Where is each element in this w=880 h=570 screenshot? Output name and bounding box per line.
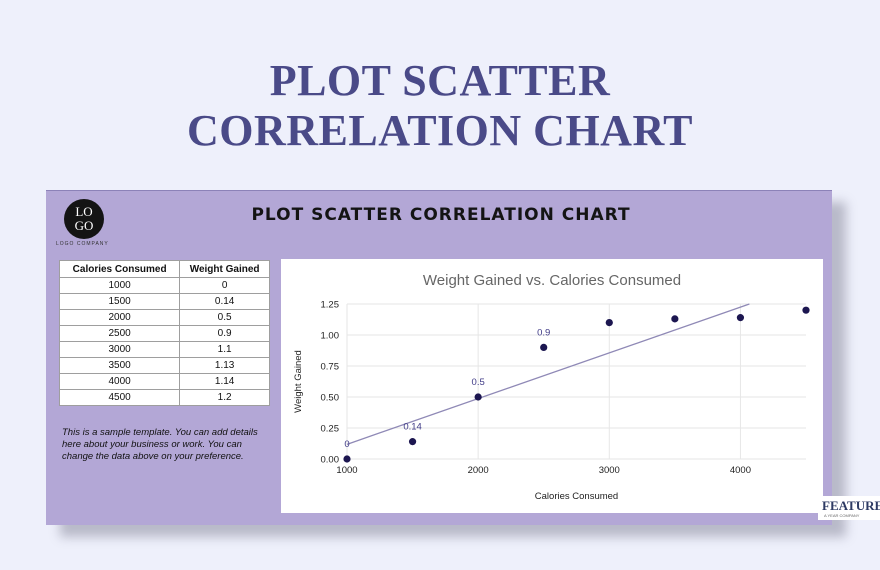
trendline	[346, 303, 750, 445]
page-title-line2: CORRELATION CHART	[186, 106, 694, 155]
cell-calories: 2000	[58, 309, 181, 326]
header-weight: Weight Gained	[179, 260, 270, 278]
cell-weight: 1.1	[179, 341, 270, 358]
data-point	[540, 343, 548, 351]
y-tick-label: 0.00	[321, 455, 340, 466]
description-note: This is a sample template. You can add d…	[62, 427, 258, 462]
table-header-row: Calories Consumed Weight Gained	[58, 260, 270, 278]
table-row: 1000 0	[58, 277, 270, 294]
cell-weight: 1.13	[179, 357, 270, 374]
data-point	[802, 306, 810, 314]
table-row: 2000 0.5	[58, 309, 270, 326]
cell-calories: 4500	[58, 389, 181, 406]
chart-panel: Weight Gained vs. Calories Consumed 0.00 0…	[281, 259, 823, 513]
logo-text-line1: LO	[75, 204, 93, 219]
logo-company-name: LOGO COMPANY	[56, 241, 109, 247]
scatter-chart: Weight Gained vs. Calories Consumed 0.00 0…	[293, 272, 810, 502]
cell-weight: 0	[179, 277, 270, 294]
y-tick-label: 1.00	[321, 331, 340, 342]
badge-subtext: A YEAR COMPANY	[824, 513, 860, 518]
table-row: 1500 0.14	[58, 293, 270, 310]
x-tick-label: 2000	[468, 465, 489, 476]
y-tick-label: 1.25	[321, 300, 340, 311]
data-table: Calories Consumed Weight Gained 1000 0 15…	[58, 260, 270, 406]
data-point	[605, 319, 613, 327]
data-label: 0.5	[472, 377, 485, 388]
x-tick-label: 4000	[730, 465, 751, 476]
data-point	[474, 393, 482, 401]
cell-calories: 4000	[58, 373, 181, 390]
cell-weight: 1.2	[179, 389, 270, 406]
chart-title: Weight Gained vs. Calories Consumed	[423, 272, 681, 289]
x-tick-label: 1000	[336, 465, 357, 476]
x-axis-label: Calories Consumed	[535, 491, 618, 502]
data-point	[736, 314, 745, 322]
table-row: 4500 1.2	[58, 389, 270, 406]
data-point	[671, 315, 679, 323]
y-tick-label: 0.50	[321, 393, 340, 404]
logo: LO GO	[64, 199, 104, 239]
features-badge: FEATURES A YEAR COMPANY	[818, 496, 880, 520]
cell-weight: 0.9	[179, 325, 270, 342]
data-point	[343, 455, 351, 463]
data-label: 0.9	[537, 327, 550, 338]
table-row: 3000 1.1	[58, 341, 270, 358]
cell-calories: 3500	[58, 357, 181, 374]
y-tick-label: 0.75	[321, 362, 340, 373]
cell-weight: 0.14	[179, 293, 270, 310]
table-row: 3500 1.13	[58, 357, 270, 374]
cell-calories: 2500	[58, 325, 181, 342]
x-tick-label: 3000	[599, 465, 620, 476]
cell-calories: 3000	[58, 341, 181, 358]
page-title-line1: PLOT SCATTER	[269, 56, 611, 105]
data-point	[408, 438, 417, 446]
cell-calories: 1500	[58, 293, 181, 310]
y-tick-label: 0.25	[321, 424, 340, 435]
logo-text-line2: GO	[74, 218, 94, 233]
cell-calories: 1000	[58, 277, 181, 294]
table-row: 4000 1.14	[58, 373, 270, 390]
page-title: PLOT SCATTER CORRELATION CHART	[0, 56, 880, 156]
y-axis-label: Weight Gained	[293, 350, 304, 413]
cell-weight: 0.5	[179, 309, 270, 326]
cell-weight: 1.14	[179, 373, 270, 390]
data-label: 0.14	[403, 422, 422, 433]
table-row: 2500 0.9	[58, 325, 270, 342]
chart-card: LO GO LOGO COMPANY PLOT SCATTER CORRELAT…	[46, 190, 832, 525]
data-label: 0	[344, 439, 349, 450]
badge-text: FEATURES	[822, 498, 880, 513]
header-calories: Calories Consumed	[58, 260, 181, 278]
card-title: PLOT SCATTER CORRELATION CHART	[251, 205, 631, 225]
